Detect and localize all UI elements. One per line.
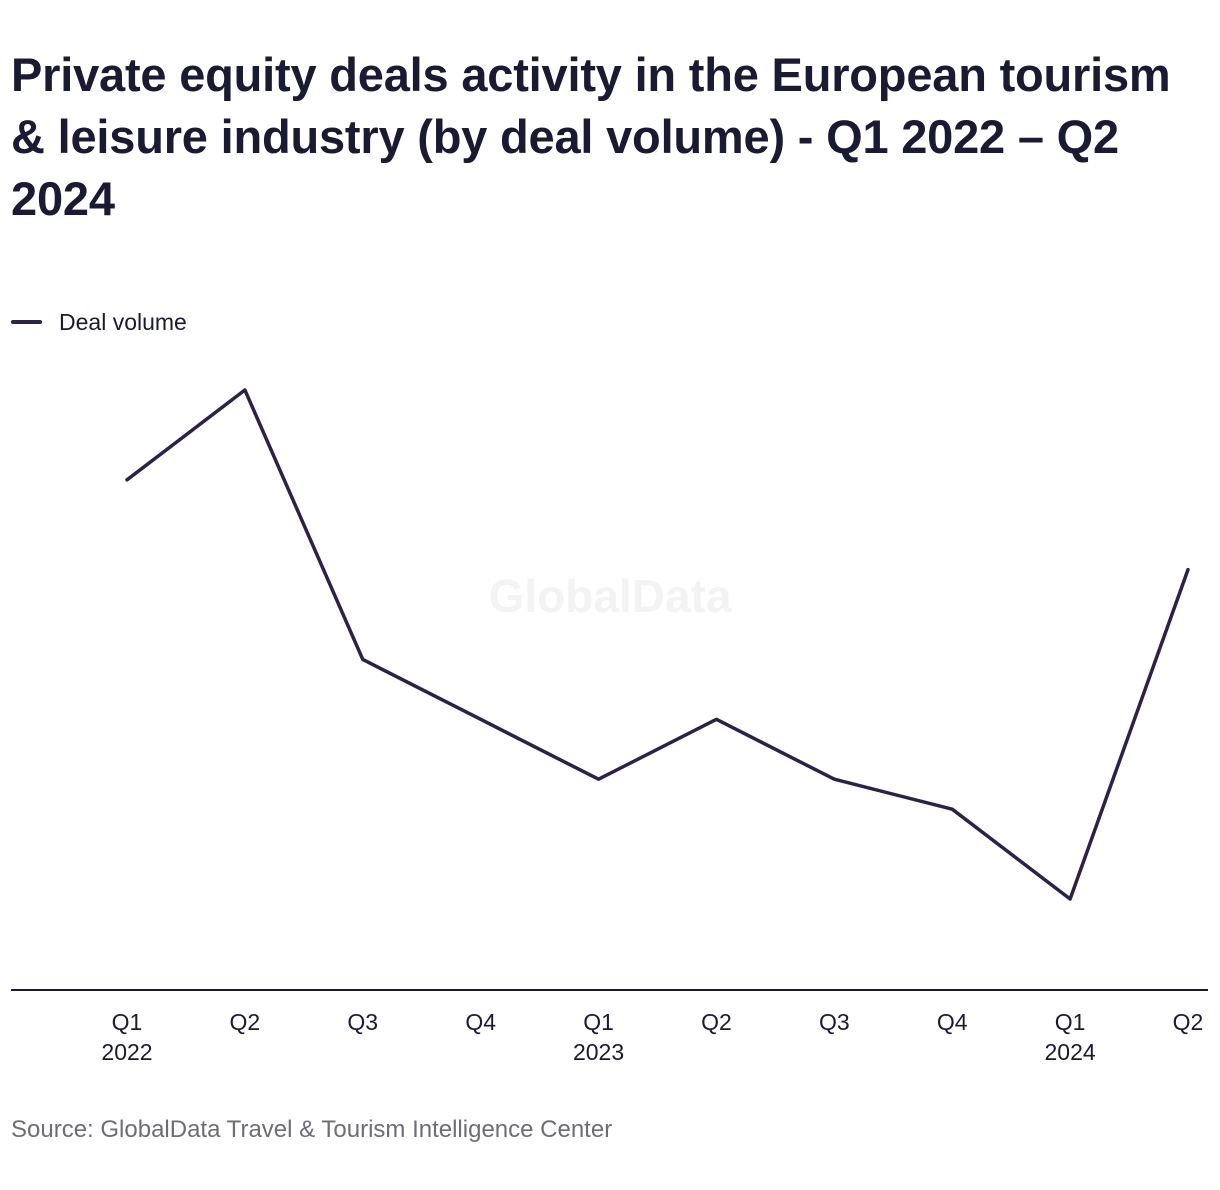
data-point-q1-2024 [1068,897,1072,901]
plot-area [125,388,1190,901]
chart-title: Private equity deals activity in the Eur… [11,48,1171,225]
legend-label-deal-volume: Deal volume [59,308,187,335]
x-tick-label-year: 2023 [573,1039,624,1065]
x-tick-label-year: 2024 [1045,1039,1096,1065]
data-point-q4-2023 [950,807,954,811]
series-line-deal-volume [125,388,1190,901]
data-point-q3-2022 [361,657,365,661]
source-note: Source: GlobalData Travel & Tourism Inte… [11,1116,613,1143]
x-axis-ticks: Q1 2022 Q2 Q3 Q4 Q1 2023 Q2 Q3 Q4 Q1 2024 Q2 [101,1009,1203,1065]
x-tick-label-quarter: Q3 [819,1009,850,1035]
data-point-q2-2023 [714,717,718,721]
x-tick-label-quarter: Q3 [347,1009,378,1035]
x-tick-label-quarter: Q2 [230,1009,261,1035]
data-point-q2-2022 [243,388,247,392]
data-point-q3-2023 [832,777,836,781]
x-tick-label-quarter: Q1 [583,1009,614,1035]
legend-swatch-deal-volume [11,320,42,324]
data-point-q2-2024 [1186,568,1190,572]
x-tick-label-quarter: Q2 [1173,1009,1204,1035]
watermark: GlobalData [489,570,732,622]
line-chart: GlobalData Q1 2022 Q2 Q3 Q4 Q1 2023 Q2 Q3 Q4 Q1 202… [11,388,1208,1065]
data-point-q1-2023 [597,777,601,781]
x-tick-label-quarter: Q4 [937,1009,968,1035]
data-point-q1-2022 [125,478,129,482]
legend: Deal volume [11,306,187,338]
x-tick-label-quarter: Q1 [112,1009,143,1035]
x-tick-label-year: 2022 [101,1039,152,1065]
x-tick-label-quarter: Q4 [465,1009,496,1035]
x-tick-label-quarter: Q1 [1055,1009,1086,1035]
data-point-q4-2022 [479,717,483,721]
x-tick-label-quarter: Q2 [701,1009,732,1035]
